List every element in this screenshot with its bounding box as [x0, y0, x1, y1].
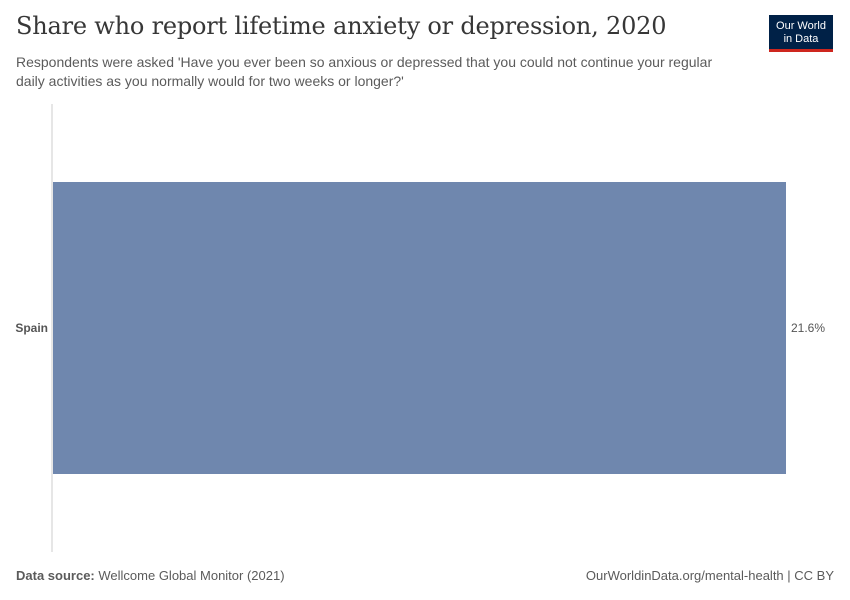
logo-line-2: in Data	[783, 33, 819, 45]
owid-logo[interactable]: Our World in Data	[769, 15, 833, 52]
footer-source: Data source: Wellcome Global Monitor (20…	[16, 568, 285, 583]
chart-title: Share who report lifetime anxiety or dep…	[16, 12, 667, 40]
source-label: Data source:	[16, 568, 95, 583]
value-label: 21.6%	[791, 321, 825, 335]
category-label: Spain	[15, 321, 48, 335]
bar-spain[interactable]	[53, 182, 786, 474]
footer-link[interactable]: OurWorldinData.org/mental-health | CC BY	[585, 568, 834, 583]
logo-line-1: Our World	[776, 20, 826, 32]
chart-subtitle: Respondents were asked 'Have you ever be…	[16, 54, 713, 89]
source-text[interactable]: Wellcome Global Monitor (2021)	[98, 568, 285, 583]
